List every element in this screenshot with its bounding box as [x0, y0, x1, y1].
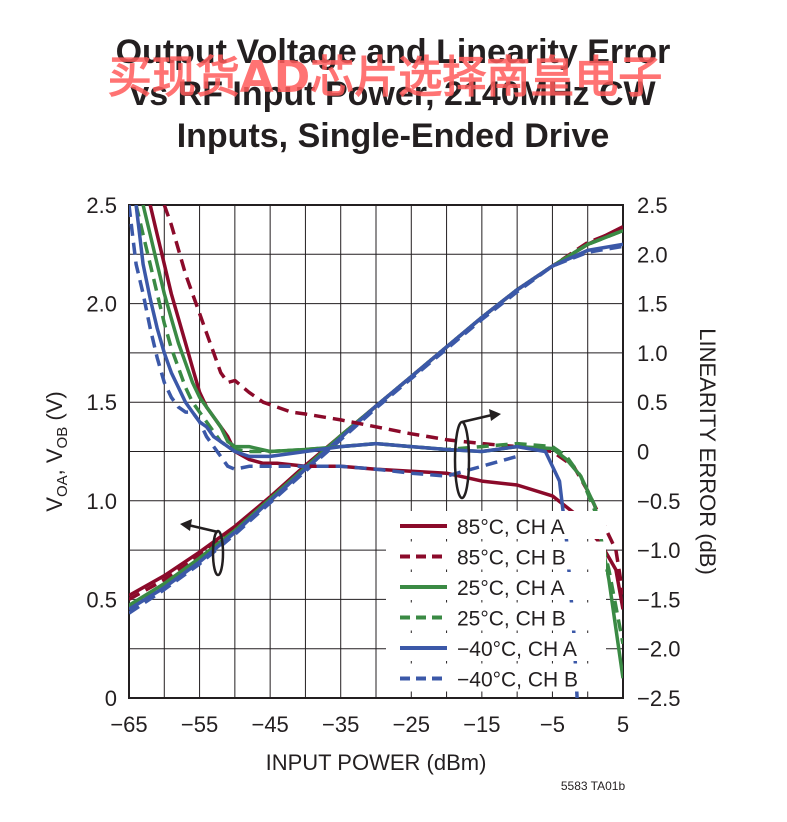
right-axis-indicator-ellipse [453, 420, 471, 500]
left-axis-label-part: V [42, 497, 67, 512]
x-tick-label: −45 [251, 712, 288, 737]
right-tick-label: −0.5 [637, 489, 680, 514]
left-tick-label: 2.0 [86, 292, 117, 317]
left-axis-label-part: , V [42, 448, 67, 475]
axis-indicator-arrows [180, 409, 501, 577]
left-axis-label-part: (V) [42, 391, 67, 426]
data-series [129, 205, 623, 698]
right-axis-label: LINEARITY ERROR (dB) [695, 328, 720, 575]
right-tick-label: 0 [637, 440, 649, 465]
x-axis-label: INPUT POWER (dBm) [266, 750, 487, 775]
right-tick-label: 2.5 [637, 193, 668, 218]
x-tick-label: −65 [110, 712, 147, 737]
legend-label: 85°C, CH B [457, 547, 566, 570]
legend-label: −40°C, CH A [457, 638, 577, 661]
chart-title-line: Inputs, Single-Ended Drive [177, 117, 610, 155]
legend-label: 85°C, CH A [457, 516, 565, 539]
left-axis-arrowhead [180, 519, 192, 531]
x-tick-label: −35 [322, 712, 359, 737]
output-voltage-line--40-c-ch-b [129, 244, 623, 615]
linearity-error-line-25-c-ch-b [134, 205, 623, 645]
x-tick-label: −25 [393, 712, 430, 737]
right-tick-label: −2.0 [637, 637, 680, 662]
x-tick-label: 5 [617, 712, 629, 737]
x-tick-label: −55 [181, 712, 218, 737]
legend: 85°C, CH A 85°C, CH B 25°C, CH A 25°C, CH B… [386, 511, 606, 692]
linearity-error-line--40-c-ch-a [134, 205, 579, 698]
left-tick-label: 2.5 [86, 193, 117, 218]
right-tick-label: 0.5 [637, 390, 668, 415]
chart-title-line: vs RF Input Power, 2140MHz CW [130, 75, 656, 113]
linearity-error-line-85-c-ch-a [148, 205, 623, 610]
left-axis-label-part: OB [54, 427, 71, 449]
right-axis-ticks: −2.5 −2.0 −1.5 −1.0 −0.5 0 0.5 1.0 1.5 2.0 2.5 [637, 193, 680, 711]
x-axis-ticks: −65 −55 −45 −35 −25 −15 −5 5 [110, 712, 629, 737]
left-tick-label: 1.0 [86, 489, 117, 514]
right-tick-label: −2.5 [637, 686, 680, 711]
figure-code: 5583 TA01b [561, 779, 626, 793]
chart-title: Output Voltage and Linearity Error vs RF … [116, 33, 671, 155]
right-tick-label: 2.0 [637, 242, 668, 267]
left-tick-label: 0 [105, 686, 117, 711]
right-tick-label: −1.0 [637, 538, 680, 563]
x-tick-label: −15 [463, 712, 500, 737]
series-lines [129, 205, 623, 698]
x-tick-label: −5 [540, 712, 565, 737]
left-axis-indicator-arrow [187, 523, 219, 534]
left-tick-label: 0.5 [86, 587, 117, 612]
left-axis-label-part: OA [54, 475, 71, 497]
legend-label: 25°C, CH B [457, 608, 566, 631]
linearity-error-line-25-c-ch-a [141, 205, 623, 679]
watermark-overlay: 买现货AD芯片选择南皇电子 [108, 52, 663, 103]
right-tick-label: 1.0 [637, 341, 668, 366]
right-tick-label: −1.5 [637, 587, 680, 612]
legend-label: 25°C, CH A [457, 577, 565, 600]
legend-label: −40°C, CH B [457, 669, 578, 692]
right-tick-label: 1.5 [637, 292, 668, 317]
chart-title-line: Output Voltage and Linearity Error [116, 33, 671, 71]
left-tick-label: 1.5 [86, 390, 117, 415]
left-axis-ticks: 0 0.5 1.0 1.5 2.0 2.5 [86, 193, 117, 711]
left-axis-label: VOA, VOB (V) [42, 391, 71, 511]
right-axis-indicator-arrow [461, 413, 493, 424]
right-axis-arrowhead [489, 409, 501, 421]
